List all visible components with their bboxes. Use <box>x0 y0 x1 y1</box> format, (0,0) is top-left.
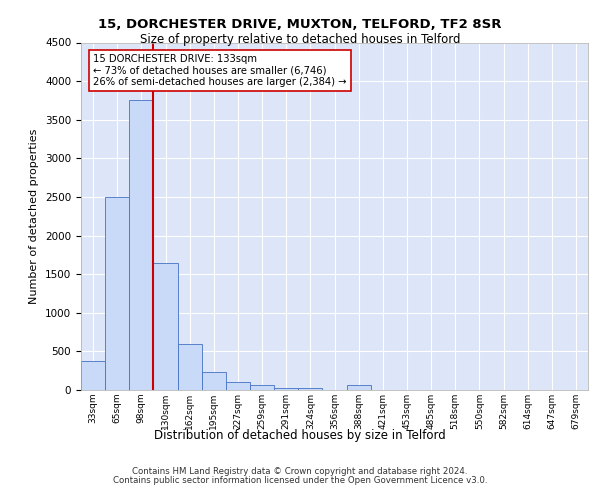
Bar <box>81 362 105 390</box>
Text: Size of property relative to detached houses in Telford: Size of property relative to detached ho… <box>140 32 460 46</box>
Bar <box>226 382 250 390</box>
Bar <box>178 344 202 390</box>
Bar <box>105 197 129 390</box>
Text: 15, DORCHESTER DRIVE, MUXTON, TELFORD, TF2 8SR: 15, DORCHESTER DRIVE, MUXTON, TELFORD, T… <box>98 18 502 30</box>
Y-axis label: Number of detached properties: Number of detached properties <box>29 128 40 304</box>
Text: Contains HM Land Registry data © Crown copyright and database right 2024.: Contains HM Land Registry data © Crown c… <box>132 467 468 476</box>
Bar <box>298 388 322 390</box>
Text: 15 DORCHESTER DRIVE: 133sqm
← 73% of detached houses are smaller (6,746)
26% of : 15 DORCHESTER DRIVE: 133sqm ← 73% of det… <box>93 54 347 88</box>
Bar <box>154 264 178 390</box>
Bar <box>250 386 274 390</box>
Text: Contains public sector information licensed under the Open Government Licence v3: Contains public sector information licen… <box>113 476 487 485</box>
Text: Distribution of detached houses by size in Telford: Distribution of detached houses by size … <box>154 430 446 442</box>
Bar <box>347 386 371 390</box>
Bar <box>274 388 298 390</box>
Bar <box>202 372 226 390</box>
Bar <box>129 100 154 390</box>
